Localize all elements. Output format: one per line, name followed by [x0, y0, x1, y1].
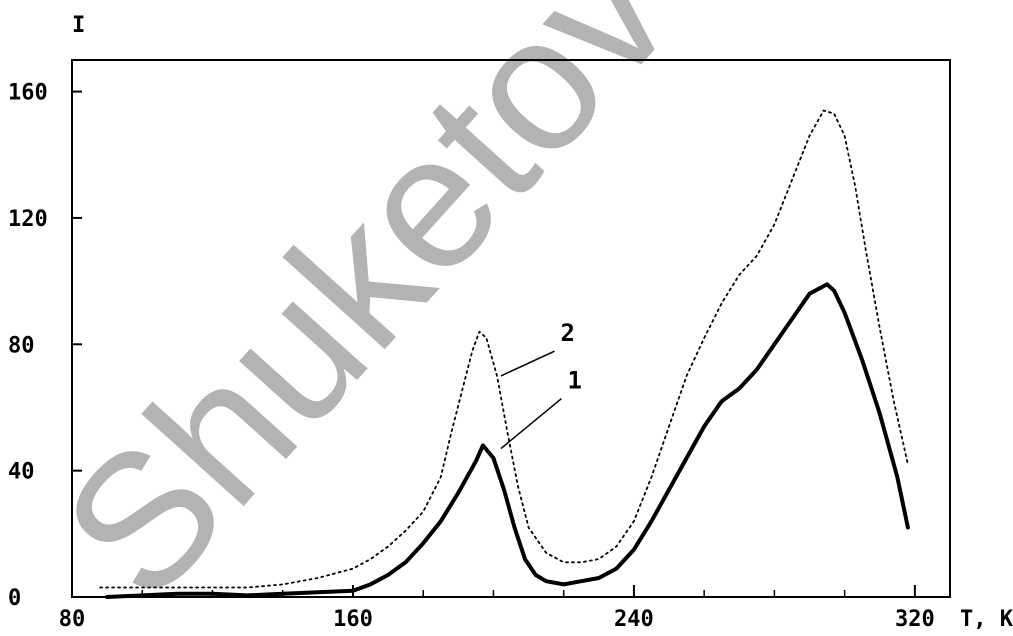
x-tick-label: 240	[614, 607, 654, 632]
x-tick-label: 320	[895, 607, 935, 632]
series-line-1	[105, 282, 910, 599]
watermark: Shuketov Uni	[23, 0, 937, 636]
x-tick-label: 160	[333, 607, 373, 632]
x-tick-label: 80	[59, 607, 86, 632]
leader-line-2	[500, 350, 555, 377]
series-label-1: 1	[567, 367, 581, 395]
series-label-2: 2	[560, 319, 574, 347]
y-tick-label: 80	[8, 333, 35, 358]
y-tick-label: 120	[8, 207, 48, 232]
y-tick-label: 160	[8, 81, 48, 106]
y-axis-title: I	[72, 13, 85, 38]
series-line-2	[99, 109, 909, 589]
y-tick-label: 40	[8, 460, 35, 485]
series-layer	[99, 109, 910, 599]
leader-line-1	[500, 397, 562, 450]
y-tick-label: 0	[8, 586, 21, 611]
annotations: 21	[500, 319, 582, 450]
watermark-text: Shuketov Uni	[23, 0, 937, 636]
x-axis-title: T, K	[960, 607, 1013, 632]
plot-frame	[71, 59, 951, 598]
axis-ticks: 0 40 80 120 160 80 160 240 320	[8, 81, 935, 632]
